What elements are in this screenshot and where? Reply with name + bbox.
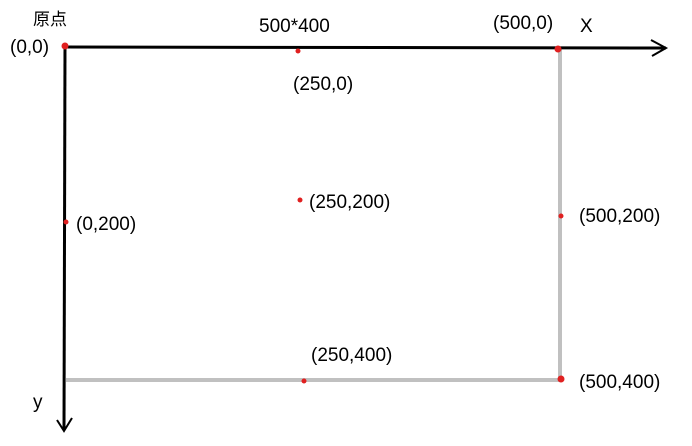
point-label-250-200: (250,200) [309, 192, 391, 213]
point-label-250-400: (250,400) [311, 345, 393, 366]
origin-label: 原点 [33, 10, 67, 30]
y-axis-arrowhead [56, 417, 73, 433]
point-marker-500-0 [554, 45, 562, 53]
point-label-500-0: (500,0) [493, 13, 554, 34]
point-marker-250-200 [297, 197, 303, 203]
point-marker-0-200 [63, 219, 69, 225]
x-axis-label: X [580, 16, 593, 37]
point-label-250-0: (250,0) [293, 74, 354, 95]
point-marker-250-400 [301, 378, 307, 384]
point-label-500-400: (500,400) [579, 372, 661, 393]
size-label: 500*400 [259, 16, 330, 37]
point-marker-0-0 [61, 42, 69, 50]
point-label-0-0: (0,0) [10, 37, 50, 58]
point-marker-500-400 [557, 375, 565, 383]
point-label-0-200: (0,200) [76, 214, 137, 235]
point-marker-250-0 [295, 48, 301, 54]
x-axis-line [63, 45, 667, 50]
x-axis-arrowhead [650, 39, 669, 57]
point-marker-500-200 [558, 213, 564, 219]
y-axis-line [62, 45, 67, 431]
y-axis-label: y [33, 392, 43, 413]
point-label-500-200: (500,200) [579, 206, 661, 227]
